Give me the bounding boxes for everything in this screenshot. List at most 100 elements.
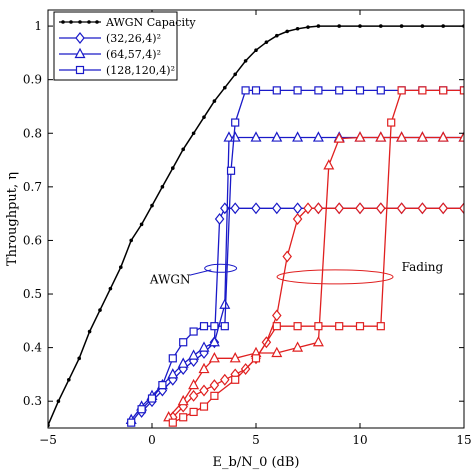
data-point bbox=[226, 166, 236, 175]
data-point bbox=[223, 85, 227, 90]
legend-label: (64,57,4)² bbox=[106, 48, 161, 61]
x-tick-label: 5 bbox=[252, 433, 260, 447]
legend-box bbox=[53, 11, 178, 81]
data-point bbox=[202, 115, 206, 119]
data-point bbox=[177, 357, 189, 368]
legend-marker bbox=[75, 65, 85, 75]
data-point bbox=[293, 322, 302, 331]
data-point bbox=[209, 379, 220, 392]
data-point bbox=[251, 202, 261, 215]
data-point bbox=[210, 391, 219, 400]
data-point bbox=[119, 265, 123, 270]
awgn-ellipse bbox=[204, 263, 238, 273]
x-tick-label: −5 bbox=[39, 433, 57, 447]
data-point bbox=[335, 86, 344, 95]
data-point bbox=[272, 86, 281, 95]
legend-marker bbox=[69, 20, 73, 24]
y-tick-label: 0.9 bbox=[23, 73, 42, 87]
data-point bbox=[181, 147, 185, 152]
data-point bbox=[271, 131, 283, 142]
data-point bbox=[188, 389, 199, 402]
data-point bbox=[208, 335, 220, 347]
data-point bbox=[189, 327, 198, 336]
data-point bbox=[208, 352, 220, 363]
series-5 bbox=[163, 131, 464, 422]
data-point bbox=[230, 202, 240, 215]
data-point bbox=[231, 375, 240, 384]
data-point bbox=[139, 222, 144, 227]
data-point bbox=[437, 131, 449, 142]
data-point bbox=[241, 86, 250, 95]
data-point bbox=[199, 384, 209, 397]
awgn-pointer bbox=[189, 269, 212, 276]
data-point bbox=[438, 202, 448, 215]
data-point bbox=[333, 132, 345, 143]
data-point bbox=[77, 356, 81, 361]
series-line-5 bbox=[168, 136, 464, 418]
data-point bbox=[459, 202, 464, 215]
data-point bbox=[323, 159, 335, 170]
data-point bbox=[396, 202, 407, 215]
data-point bbox=[219, 298, 231, 309]
data-point bbox=[210, 322, 219, 331]
data-point bbox=[355, 322, 365, 331]
data-point bbox=[417, 202, 428, 215]
y-tick-label: 0.5 bbox=[23, 287, 42, 301]
data-point bbox=[56, 399, 61, 404]
data-point bbox=[314, 322, 323, 331]
legend: AWGN Capacity (32,26,4)² (64,57,4)² (128,12… bbox=[53, 11, 196, 81]
data-point bbox=[147, 394, 157, 403]
data-point bbox=[212, 99, 217, 103]
data-point bbox=[376, 202, 386, 215]
data-point bbox=[399, 24, 404, 28]
data-point bbox=[416, 131, 428, 142]
data-point bbox=[250, 131, 262, 142]
data-point bbox=[285, 29, 290, 34]
data-point bbox=[275, 33, 279, 38]
data-point bbox=[420, 24, 425, 28]
data-point bbox=[179, 413, 188, 422]
x-axis-label: E_b/N_0 (dB) bbox=[213, 455, 300, 470]
awgn-label: AWGN bbox=[149, 272, 191, 286]
data-point bbox=[177, 394, 189, 406]
data-point bbox=[334, 202, 344, 215]
data-point bbox=[179, 338, 188, 347]
data-point bbox=[199, 322, 209, 331]
data-point bbox=[292, 341, 304, 352]
fading-label: Fading bbox=[402, 260, 444, 274]
data-point bbox=[98, 308, 102, 312]
data-point bbox=[316, 24, 321, 28]
series-line-4 bbox=[172, 207, 464, 418]
data-point bbox=[272, 202, 282, 215]
data-point bbox=[171, 166, 175, 170]
y-tick-label: 0.4 bbox=[23, 341, 42, 355]
data-point bbox=[282, 250, 292, 263]
data-point bbox=[272, 309, 282, 322]
data-point bbox=[167, 368, 179, 379]
annotations-layer: AWGN Fading bbox=[149, 260, 444, 286]
x-tick-label: 10 bbox=[352, 433, 367, 447]
data-point bbox=[168, 354, 177, 363]
data-point bbox=[220, 322, 229, 331]
data-point bbox=[108, 286, 113, 291]
data-point bbox=[272, 322, 281, 331]
data-point bbox=[67, 377, 71, 382]
legend-label: (128,120,4)² bbox=[106, 64, 175, 77]
data-point bbox=[292, 131, 304, 142]
data-point bbox=[137, 405, 146, 414]
data-point bbox=[220, 373, 230, 386]
data-point bbox=[355, 202, 365, 215]
data-point bbox=[199, 402, 209, 411]
data-point bbox=[188, 349, 200, 360]
x-tick-label: 0 bbox=[148, 433, 156, 447]
data-point bbox=[375, 131, 387, 142]
data-point bbox=[335, 322, 344, 331]
y-tick-label: 0.3 bbox=[23, 394, 42, 408]
series-layer bbox=[48, 24, 464, 428]
series-0 bbox=[48, 24, 464, 428]
series-3 bbox=[127, 86, 464, 427]
data-point bbox=[191, 131, 196, 136]
data-point bbox=[271, 346, 283, 358]
data-point bbox=[418, 86, 427, 95]
